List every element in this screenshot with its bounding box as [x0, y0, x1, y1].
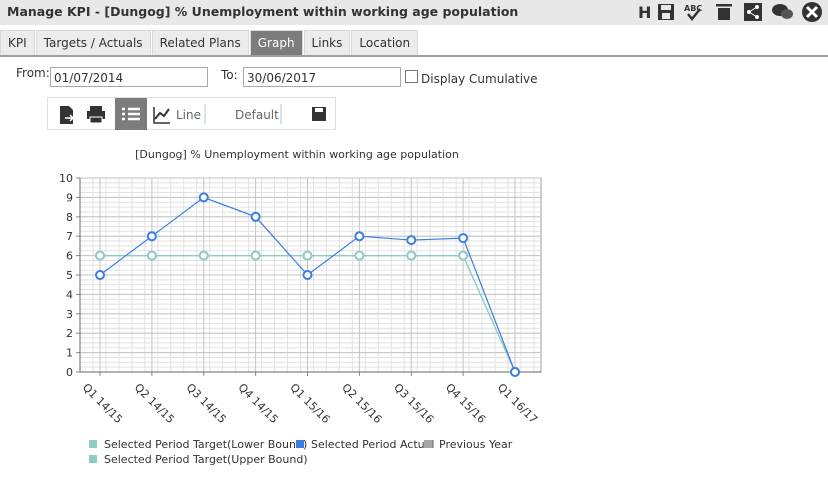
data-point [198, 192, 209, 203]
y-tick-label: 10 [59, 172, 73, 185]
legend-toggle[interactable] [115, 98, 147, 130]
to-label: To: [221, 68, 238, 82]
x-tick-label: Q1 15/16 [287, 381, 332, 426]
legend-label: Selected Period Target(Lower Bound) [104, 438, 307, 451]
tab[interactable]: Location [351, 30, 419, 56]
export-icon[interactable] [60, 106, 75, 124]
tab-bar: KPI Targets / Actuals Related Plans Graph Li… [0, 30, 419, 56]
spell-label: ABC [684, 4, 702, 13]
data-point [510, 367, 520, 377]
save-chart-icon[interactable] [312, 107, 326, 121]
x-tick-label: Q2 15/16 [339, 381, 384, 426]
x-tick-label: Q4 15/16 [443, 381, 488, 426]
data-point [458, 233, 469, 244]
graph-toolbar-icons: Line Default [60, 98, 326, 130]
data-point [302, 270, 313, 280]
data-point [95, 270, 105, 280]
preset-label[interactable]: Default [235, 108, 279, 122]
legend-label: Selected Period Target(Upper Bound) [104, 453, 308, 466]
save-icon[interactable] [658, 4, 674, 20]
y-tick-label: 1 [66, 347, 73, 360]
x-tick-label: Q2 14/15 [132, 381, 177, 426]
tab[interactable]: Related Plans [151, 30, 249, 56]
tab-underline [0, 55, 828, 57]
data-point [250, 250, 261, 261]
y-tick-label: 7 [66, 230, 73, 243]
y-tick-label: 3 [66, 308, 73, 321]
tab[interactable]: KPI [0, 30, 35, 56]
y-tick-label: 2 [66, 327, 73, 340]
x-tick-label: Q4 14/15 [236, 381, 281, 426]
legend-swatch [89, 455, 97, 463]
data-point [354, 231, 365, 242]
to-input[interactable]: 30/06/2017 [243, 67, 401, 87]
cumulative-checkbox[interactable] [405, 70, 418, 83]
cumulative-label: Display Cumulative [421, 72, 538, 86]
chart-type-label[interactable]: Line [176, 108, 201, 122]
chart-title: [Dungog] % Unemployment within working a… [135, 148, 459, 161]
data-point [354, 250, 365, 261]
x-tick-label: Q1 16/17 [495, 381, 540, 426]
data-point [406, 235, 417, 246]
legend-swatch [89, 440, 97, 448]
window-icons: H ABC [638, 2, 822, 22]
y-tick-label: 8 [66, 211, 73, 224]
data-point [250, 211, 261, 222]
x-tick-label: Q3 14/15 [184, 381, 229, 426]
close-icon[interactable] [802, 2, 822, 22]
line-type-icon[interactable] [153, 107, 170, 124]
window-title: Manage KPI - [Dungog] % Unemployment wit… [7, 4, 519, 19]
share-icon[interactable] [744, 3, 762, 21]
legend-label: Previous Year [439, 438, 513, 451]
data-point [95, 250, 105, 261]
spellcheck-icon[interactable]: ABC [684, 4, 702, 22]
tab[interactable]: Links [303, 30, 351, 56]
help-icon[interactable]: H [638, 3, 651, 22]
legend-swatch [424, 440, 432, 448]
legend-label: Selected Period Actual [311, 438, 434, 451]
data-point [198, 250, 209, 261]
title-bar: Manage KPI - [Dungog] % Unemployment wit… [0, 0, 828, 25]
y-tick-label: 5 [66, 269, 73, 282]
x-tick-label: Q3 15/16 [391, 381, 436, 426]
comment-icon[interactable] [772, 4, 793, 19]
legend-swatch [296, 440, 304, 448]
print-icon[interactable] [87, 106, 105, 124]
y-tick-label: 6 [66, 250, 73, 263]
from-input[interactable]: 01/07/2014 [50, 67, 208, 87]
tab[interactable]: Graph [249, 30, 303, 56]
x-tick-label: Q1 14/15 [80, 381, 125, 426]
data-point [146, 250, 157, 261]
data-point [406, 250, 417, 261]
y-tick-label: 9 [66, 191, 73, 204]
from-label: From: [16, 66, 50, 80]
data-point [302, 250, 313, 261]
y-tick-label: 0 [66, 366, 73, 379]
data-point [146, 231, 157, 242]
delete-icon[interactable] [716, 4, 732, 20]
y-tick-label: 4 [66, 288, 73, 301]
graph-toolbar: Line Default [47, 97, 336, 130]
tab[interactable]: Targets / Actuals [35, 30, 151, 56]
data-point [458, 250, 469, 261]
